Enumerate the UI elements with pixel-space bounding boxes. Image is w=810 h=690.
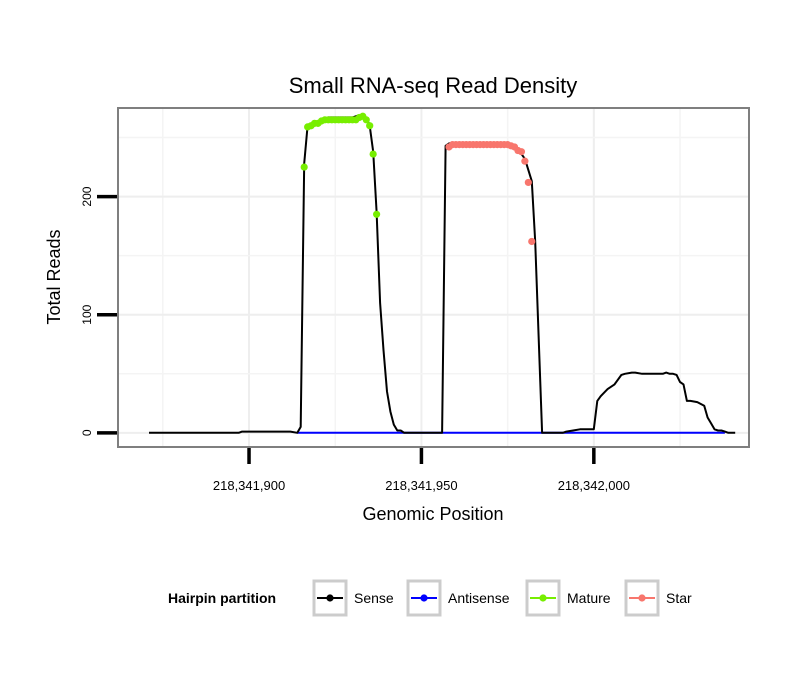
data-point-star: [524, 178, 532, 187]
plot-panel: [117, 107, 750, 448]
data-point-mature: [362, 116, 370, 124]
legend-item-star: Star: [624, 579, 692, 617]
legend-item-antisense: Antisense: [406, 579, 510, 617]
y-tick-label: 0: [80, 429, 94, 436]
y-tick-label: 100: [80, 304, 94, 324]
legend-label: Star: [666, 590, 692, 606]
data-point-star: [521, 157, 529, 165]
plot-border: [117, 107, 750, 448]
legend-key-point: [638, 594, 646, 602]
legend-item-mature: Mature: [525, 579, 611, 617]
legend-key-point: [539, 594, 547, 602]
data-point-star: [517, 148, 526, 156]
data-point-mature: [373, 210, 381, 218]
x-tick-label: 218,341,900: [213, 478, 285, 493]
data-series: [149, 112, 736, 434]
data-point-mature: [300, 163, 308, 171]
legend-item-sense: Sense: [312, 579, 394, 617]
legend-label: Mature: [567, 590, 611, 606]
data-point-mature: [366, 122, 374, 130]
data-point-star: [528, 237, 536, 246]
chart-title: Small RNA-seq Read Density: [289, 73, 578, 98]
x-tick-label: 218,342,000: [558, 478, 630, 493]
y-axis: 0 100 200: [80, 186, 117, 436]
legend: Hairpin partition Sense Antisense Mature St…: [168, 579, 692, 617]
legend-label: Antisense: [448, 590, 510, 606]
data-point-mature: [369, 150, 377, 158]
y-axis-title: Total Reads: [44, 229, 64, 324]
legend-title: Hairpin partition: [168, 590, 276, 606]
x-axis: 218,341,900 218,341,950 218,342,000: [213, 448, 630, 493]
legend-key-point: [326, 594, 334, 602]
y-tick-label: 200: [80, 186, 94, 206]
legend-key-point: [420, 594, 428, 602]
legend-label: Sense: [354, 590, 394, 606]
x-axis-title: Genomic Position: [362, 504, 503, 524]
x-tick-label: 218,341,950: [385, 478, 457, 493]
